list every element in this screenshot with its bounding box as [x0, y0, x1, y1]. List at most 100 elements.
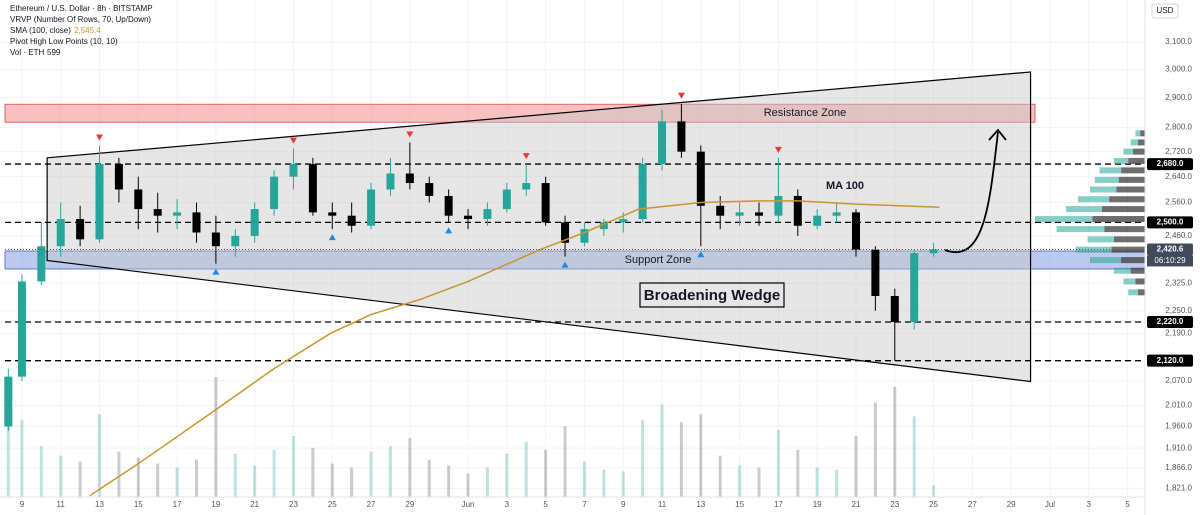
- candle-body: [735, 212, 744, 216]
- profile-up: [1056, 226, 1105, 233]
- volume-bar: [466, 473, 470, 497]
- volume-bar: [893, 386, 897, 497]
- price-label-box: [1147, 158, 1193, 171]
- pivot-high: [774, 146, 782, 153]
- profile-up: [1078, 196, 1110, 203]
- zone-label: Support Zone: [625, 254, 692, 266]
- x-tick-label: Jun: [462, 500, 475, 509]
- pivot-high: [677, 92, 685, 99]
- countdown: 06:10:29: [1154, 256, 1186, 265]
- profile-down: [1104, 226, 1145, 233]
- candle-body: [4, 376, 13, 427]
- pivot-high: [522, 153, 530, 160]
- x-tick-label: 29: [1007, 500, 1016, 509]
- candle-body: [774, 195, 783, 216]
- pivot-low: [328, 234, 336, 241]
- x-tick-label: 11: [57, 500, 66, 509]
- volume-bar: [505, 453, 509, 497]
- candle-body: [192, 212, 201, 233]
- candle-body: [696, 151, 705, 206]
- profile-up: [1099, 167, 1122, 174]
- volume-bar: [796, 449, 800, 497]
- x-tick-label: 27: [968, 500, 977, 509]
- candle-body: [890, 295, 899, 323]
- candle-body: [173, 212, 182, 216]
- profile-up: [1113, 267, 1131, 274]
- candle-body: [522, 183, 531, 190]
- legend-text: SMA (100, close): [10, 26, 71, 35]
- candle-body: [308, 164, 317, 213]
- volume-bar: [621, 471, 625, 497]
- wedge-label: Broadening Wedge: [644, 287, 780, 304]
- x-tick-label: 5: [543, 500, 548, 509]
- volume-bar: [136, 457, 140, 497]
- price-label-box: [1147, 354, 1193, 367]
- y-tick-label: 3,000.0: [1165, 65, 1192, 74]
- profile-down: [1137, 139, 1145, 146]
- volume-bar: [699, 414, 703, 497]
- x-tick-label: 23: [289, 500, 298, 509]
- volume-bar: [660, 404, 664, 497]
- volume-bar: [20, 420, 24, 497]
- x-tick-label: 21: [250, 500, 259, 509]
- projection-arrow: [944, 131, 999, 253]
- y-tick-label: 2,560.0: [1165, 198, 1192, 207]
- profile-up: [1035, 216, 1093, 223]
- candle-body: [580, 229, 589, 243]
- candle-body: [386, 173, 395, 190]
- volume-bar: [98, 414, 102, 497]
- x-tick-label: 23: [890, 500, 899, 509]
- y-tick-label: 2,640.0: [1165, 172, 1192, 181]
- volume-bar: [641, 420, 645, 497]
- price-label: 2,220.0: [1157, 317, 1184, 326]
- volume-bar: [117, 451, 121, 497]
- volume-bar: [447, 465, 451, 497]
- profile-up: [1087, 236, 1114, 243]
- candle-body: [502, 189, 511, 210]
- y-tick-label: 2,190.0: [1165, 329, 1192, 338]
- candle-body: [17, 281, 26, 377]
- volume-bar: [679, 422, 683, 497]
- profile-down: [1109, 196, 1145, 203]
- profile-down: [1101, 206, 1145, 213]
- y-tick-label: 2,010.0: [1165, 400, 1192, 409]
- pivot-low: [561, 261, 569, 268]
- volume-bar: [815, 467, 819, 497]
- x-tick-label: 21: [852, 500, 861, 509]
- volume-bar: [776, 430, 780, 497]
- candle-body: [813, 215, 822, 226]
- candle-body: [871, 249, 880, 296]
- profile-down: [1113, 236, 1145, 243]
- candle-body: [37, 246, 46, 282]
- y-tick-label: 2,325.0: [1165, 278, 1192, 287]
- pivot-high: [406, 131, 414, 138]
- pivot-low: [697, 251, 705, 258]
- x-tick-label: 19: [813, 500, 822, 509]
- candle-body: [464, 215, 473, 220]
- y-tick-label: 2,900.0: [1165, 93, 1192, 102]
- candle-body: [638, 164, 647, 220]
- candle-body: [851, 212, 860, 250]
- sma-line: [89, 200, 940, 497]
- candle-body: [619, 219, 628, 223]
- x-tick-label: 25: [929, 500, 938, 509]
- profile-up: [1094, 176, 1119, 183]
- profile-up: [1123, 278, 1136, 285]
- volume-bar: [932, 485, 936, 497]
- volume-bar: [427, 459, 431, 497]
- legend-text: Pivot High Low Points (10, 10): [10, 37, 118, 46]
- y-tick-label: 1,960.0: [1165, 422, 1192, 431]
- x-tick-label: 19: [211, 500, 220, 509]
- volume-bar: [912, 416, 916, 497]
- volume-bar: [369, 451, 373, 497]
- candle-body: [541, 183, 550, 223]
- candle-body: [347, 215, 356, 226]
- price-label-box: [1147, 216, 1193, 229]
- arrow-head: [988, 128, 1007, 141]
- zone-label: Resistance Zone: [764, 107, 847, 119]
- y-tick-label: 2,720.0: [1165, 147, 1192, 156]
- volume-bar: [873, 402, 877, 497]
- candle-body: [425, 183, 434, 196]
- candle-body: [367, 189, 376, 226]
